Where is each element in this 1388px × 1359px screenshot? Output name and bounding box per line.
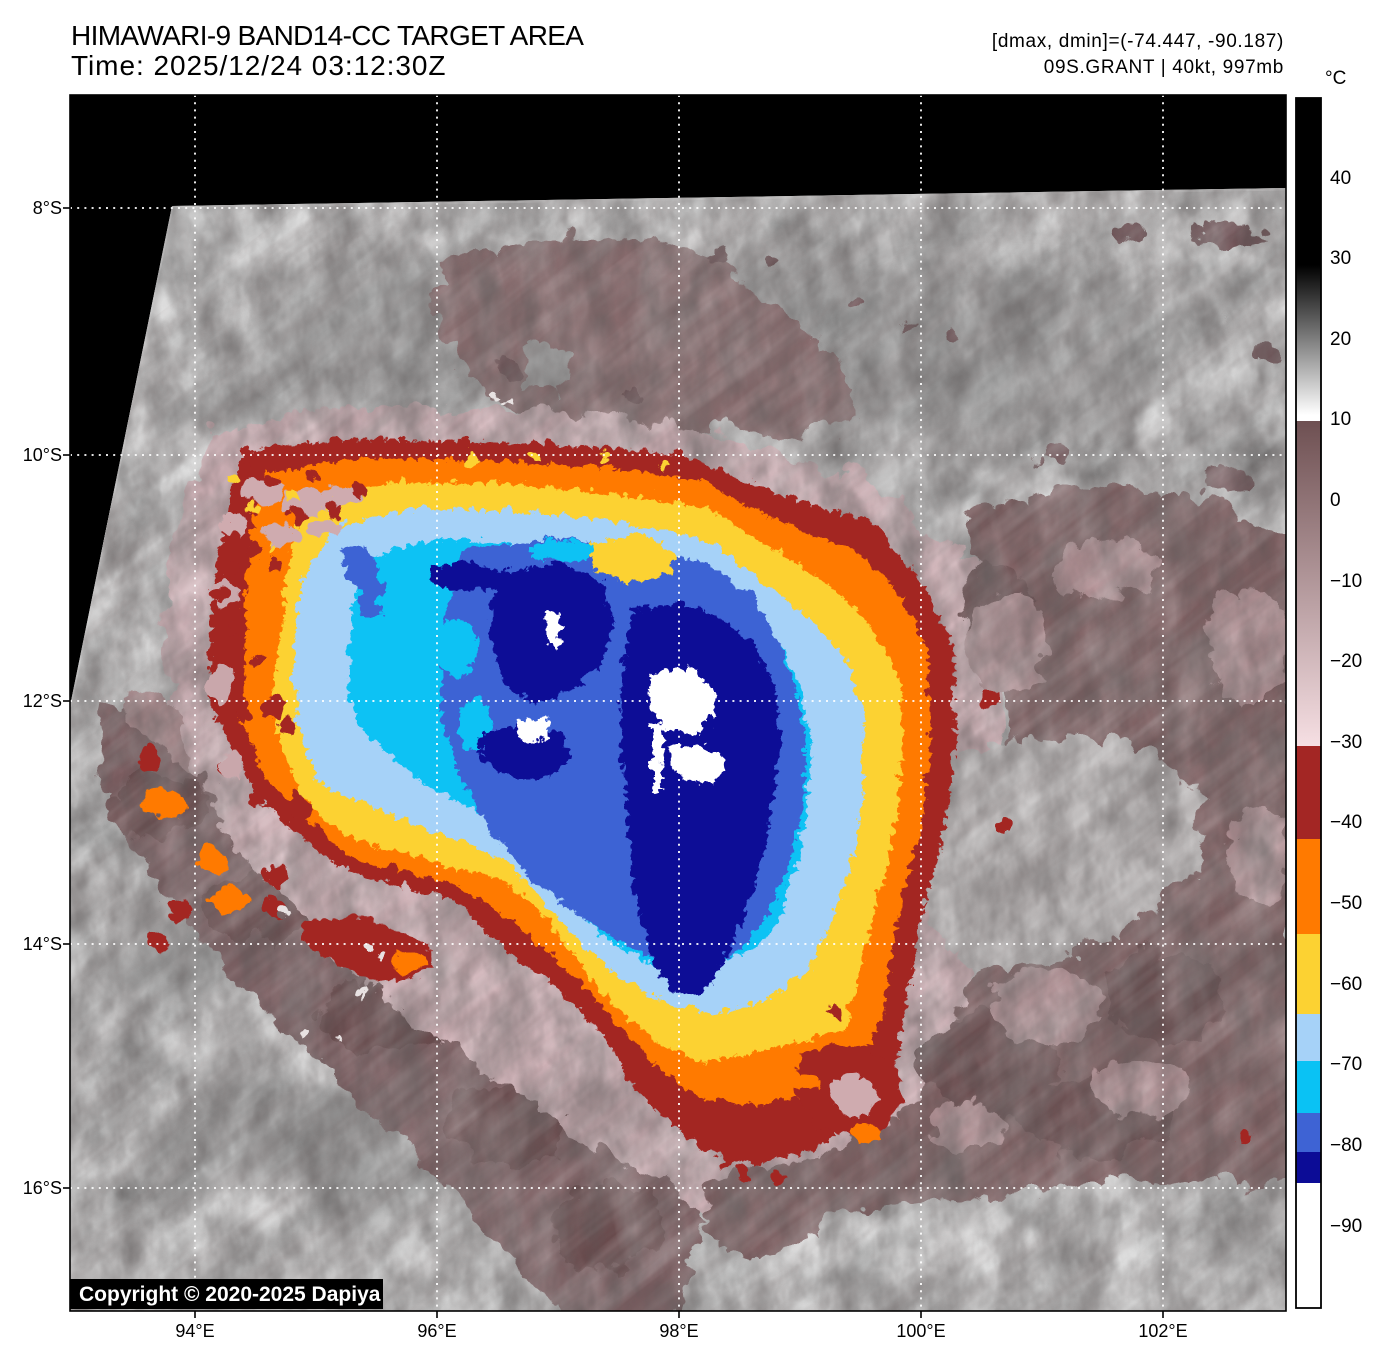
svg-text:−60: −60 [1330,974,1362,995]
svg-text:Copyright © 2020-2025 Dapiya: Copyright © 2020-2025 Dapiya [79,1283,381,1306]
svg-text:°C: °C [1325,68,1346,89]
svg-text:−50: −50 [1330,893,1362,914]
svg-text:100°E: 100°E [896,1321,945,1341]
svg-text:09S.GRANT | 40kt, 997mb: 09S.GRANT | 40kt, 997mb [1044,57,1284,78]
svg-text:[dmax, dmin]=(-74.447, -90.187: [dmax, dmin]=(-74.447, -90.187) [992,31,1284,52]
svg-text:10: 10 [1330,409,1351,430]
svg-text:16°S: 16°S [23,1178,62,1198]
svg-text:14°S: 14°S [23,934,62,954]
svg-text:10°S: 10°S [23,445,62,465]
svg-text:0: 0 [1330,490,1341,511]
svg-text:−90: −90 [1330,1216,1362,1237]
svg-text:20: 20 [1330,329,1351,350]
svg-text:30: 30 [1330,248,1351,269]
svg-text:HIMAWARI-9 BAND14-CC TARGET AR: HIMAWARI-9 BAND14-CC TARGET AREA [71,20,584,51]
svg-text:−10: −10 [1330,571,1362,592]
svg-text:40: 40 [1330,168,1351,189]
svg-text:102°E: 102°E [1138,1321,1187,1341]
svg-text:−40: −40 [1330,812,1362,833]
svg-text:−80: −80 [1330,1135,1362,1156]
svg-text:8°S: 8°S [33,198,62,218]
svg-text:12°S: 12°S [23,691,62,711]
svg-text:−70: −70 [1330,1054,1362,1075]
svg-text:98°E: 98°E [659,1321,698,1341]
svg-text:Time: 2025/12/24 03:12:30Z: Time: 2025/12/24 03:12:30Z [71,50,446,81]
svg-text:96°E: 96°E [417,1321,456,1341]
svg-text:−20: −20 [1330,651,1362,672]
svg-text:94°E: 94°E [175,1321,214,1341]
svg-text:−30: −30 [1330,732,1362,753]
